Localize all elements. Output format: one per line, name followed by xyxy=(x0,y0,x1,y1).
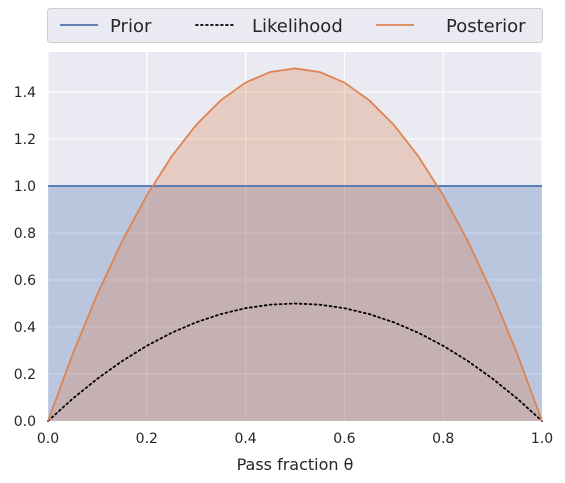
y-tick-label: 0.6 xyxy=(14,273,36,289)
plot-area xyxy=(48,52,542,421)
y-tick-label: 0.8 xyxy=(14,226,36,242)
legend-label-prior: Prior xyxy=(110,16,152,37)
x-axis-label: Pass fraction θ xyxy=(237,455,354,474)
x-tick-label: 0.4 xyxy=(234,431,256,447)
legend-label-likelihood: Likelihood xyxy=(252,16,343,37)
x-tick-label: 0.8 xyxy=(432,431,454,447)
series-lines xyxy=(47,67,543,422)
x-tick-label: 0.2 xyxy=(136,431,158,447)
posterior-line xyxy=(47,67,543,422)
grid-lines xyxy=(47,52,543,422)
likelihood-line xyxy=(47,302,543,422)
legend-label-posterior: Posterior xyxy=(446,16,526,37)
y-tick-label: 1.4 xyxy=(14,85,36,101)
y-tick-label: 1.2 xyxy=(14,132,36,148)
legend: Prior Likelihood Posterior xyxy=(47,8,543,43)
x-tick-label: 0.6 xyxy=(333,431,355,447)
y-tick-label: 0.4 xyxy=(14,320,36,336)
x-tick-label: 1.0 xyxy=(531,431,553,447)
legend-box xyxy=(47,8,543,43)
y-tick-label: 1.0 xyxy=(14,179,36,195)
y-tick-labels: 0.0 0.2 0.4 0.6 0.8 1.0 1.2 1.4 xyxy=(14,85,36,430)
x-tick-labels: 0.0 0.2 0.4 0.6 0.8 1.0 xyxy=(37,431,553,447)
y-tick-label: 0.0 xyxy=(14,414,36,430)
x-tick-label: 0.0 xyxy=(37,431,59,447)
y-tick-label: 0.2 xyxy=(14,367,36,383)
